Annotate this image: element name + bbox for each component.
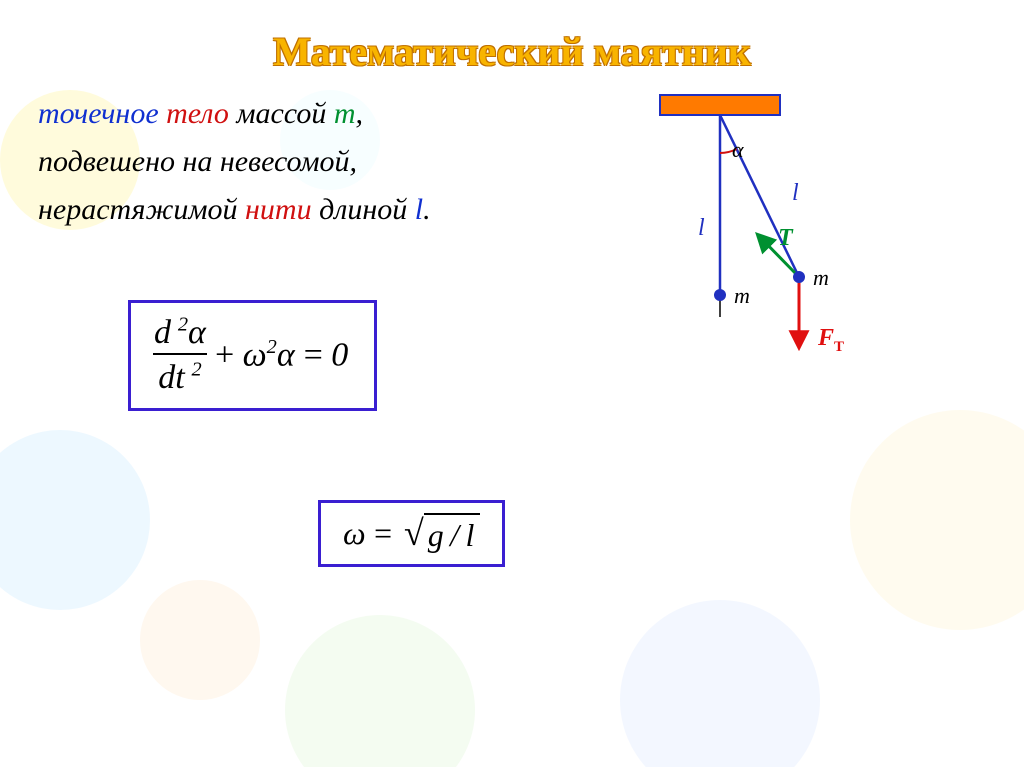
- svg-text:T: T: [778, 225, 794, 251]
- svg-text:m: m: [813, 265, 829, 290]
- sqrt: √ g / l: [404, 513, 480, 554]
- description-text: точечное тело массой m,подвешено на неве…: [38, 90, 598, 234]
- equation-omega-box: ω = √ g / l: [318, 500, 505, 567]
- equation-ode: d 2α + ω2α = 0 dt 2: [153, 313, 352, 398]
- pendulum-diagram: α T FТ m m l l: [620, 85, 880, 385]
- page-title: Математический маятник: [0, 28, 1024, 75]
- ode-denominator: dt 2: [153, 357, 207, 397]
- sqrt-symbol: √: [404, 515, 424, 556]
- ode-rest: + ω2α = 0: [207, 313, 352, 398]
- svg-text:l: l: [698, 215, 705, 241]
- svg-text:m: m: [734, 283, 750, 308]
- ode-numerator: d 2α: [153, 313, 207, 354]
- sqrt-body: g / l: [424, 513, 481, 554]
- pendulum-group: α T FТ m m l l: [660, 95, 844, 355]
- svg-text:FТ: FТ: [817, 325, 844, 355]
- omega-lhs: ω =: [343, 515, 400, 552]
- equation-ode-box: d 2α + ω2α = 0 dt 2: [128, 300, 377, 411]
- equation-omega: ω = √ g / l: [343, 513, 480, 554]
- svg-text:l: l: [792, 180, 799, 206]
- svg-text:α: α: [732, 137, 744, 162]
